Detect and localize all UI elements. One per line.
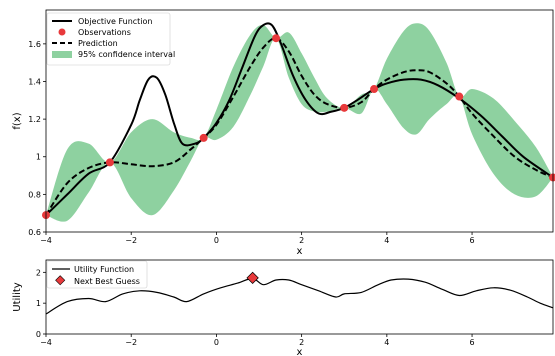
observation-point [199, 133, 208, 142]
bottom-y-tick-label: 2 [36, 268, 41, 277]
ci-band-layer [46, 23, 553, 222]
bottom-legend: Utility Function Next Best Guess [46, 260, 148, 289]
next-guess-marker [246, 271, 259, 285]
observation-point [105, 158, 114, 167]
legend-observations-label: Observations [78, 28, 131, 37]
top-y-tick-label: 1.4 [28, 77, 41, 86]
top-y-tick-label: 1.6 [28, 40, 41, 49]
bottom-x-tick-label: 0 [214, 338, 219, 347]
bottom-y-ticks: 0 1 2 [36, 268, 46, 339]
bottom-y-tick-label: 1 [36, 299, 41, 308]
bottom-y-axis-label: Utility [12, 282, 23, 311]
observation-points [42, 34, 555, 220]
next-guess-points [246, 271, 259, 285]
bottom-x-ticks: −4 −2 0 2 4 6 [40, 334, 475, 347]
top-x-tick-label: −4 [40, 236, 52, 245]
top-y-axis-label: f(x) [12, 112, 23, 129]
legend-observations-swatch [58, 28, 66, 36]
top-y-tick-label: 0.6 [28, 228, 41, 237]
observation-point [272, 34, 281, 43]
legend-next-guess-label: Next Best Guess [74, 277, 140, 286]
legend-prediction-label: Prediction [78, 39, 118, 48]
bottom-x-tick-label: 2 [299, 338, 304, 347]
top-x-tick-label: 4 [384, 236, 389, 245]
observation-point [549, 173, 555, 182]
observation-point [370, 85, 379, 94]
utility-function-line [45, 277, 554, 315]
top-x-tick-label: −2 [125, 236, 137, 245]
observation-point [340, 103, 349, 112]
bottom-axes-frame [45, 259, 554, 335]
ci-band [46, 23, 553, 222]
legend-objective-label: Objective Function [78, 17, 153, 26]
utility-plot: −4 −2 0 2 4 6 0 1 2 x Utility Utility Function … [12, 259, 554, 356]
top-y-tick-label: 0.8 [28, 190, 41, 199]
legend-utility-label: Utility Function [74, 265, 134, 274]
legend-ci-swatch [52, 51, 72, 58]
observation-point [455, 92, 464, 101]
bottom-x-tick-label: −2 [125, 338, 137, 347]
top-y-ticks: 0.6 0.8 1 1.2 1.4 1.6 [28, 40, 46, 237]
bottom-x-axis-label: x [297, 347, 303, 356]
top-legend: Objective Function Observations Predicti… [46, 12, 175, 66]
top-x-tick-label: 6 [470, 236, 475, 245]
bottom-y-tick-label: 0 [36, 330, 41, 339]
legend-ci-label: 95% confidence interval [78, 50, 175, 59]
top-y-tick-label: 1.2 [28, 115, 41, 124]
top-y-tick-label: 1 [36, 153, 41, 162]
objective-function-line [45, 22, 554, 216]
bottom-x-tick-label: −4 [40, 338, 52, 347]
top-axes-frame [45, 9, 554, 233]
top-x-axis-label: x [297, 246, 303, 257]
bottom-x-tick-label: 4 [384, 338, 389, 347]
top-x-ticks: −4 −2 0 2 4 6 [40, 232, 475, 245]
bottom-x-tick-label: 6 [470, 338, 475, 347]
top-x-tick-label: 2 [299, 236, 304, 245]
legend-next-guess-swatch [55, 275, 66, 286]
top-x-tick-label: 0 [214, 236, 219, 245]
objective-plot: −4 −2 0 2 4 6 0.6 0.8 1 1.2 1.4 1.6 x f(x) Objecti… [12, 9, 555, 257]
